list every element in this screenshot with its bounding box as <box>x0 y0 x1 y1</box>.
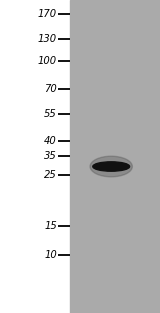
Bar <box>0 0 70 313</box>
Text: 55: 55 <box>44 109 57 119</box>
Text: 25: 25 <box>44 170 57 180</box>
Text: 130: 130 <box>38 34 57 44</box>
Text: 100: 100 <box>38 56 57 66</box>
Ellipse shape <box>90 156 132 177</box>
Text: 15: 15 <box>44 221 57 231</box>
Text: 170: 170 <box>38 9 57 19</box>
Text: 40: 40 <box>44 136 57 146</box>
Ellipse shape <box>93 162 130 171</box>
Text: 10: 10 <box>44 250 57 260</box>
Text: 70: 70 <box>44 84 57 94</box>
Text: 35: 35 <box>44 151 57 161</box>
Bar <box>70 0 160 313</box>
